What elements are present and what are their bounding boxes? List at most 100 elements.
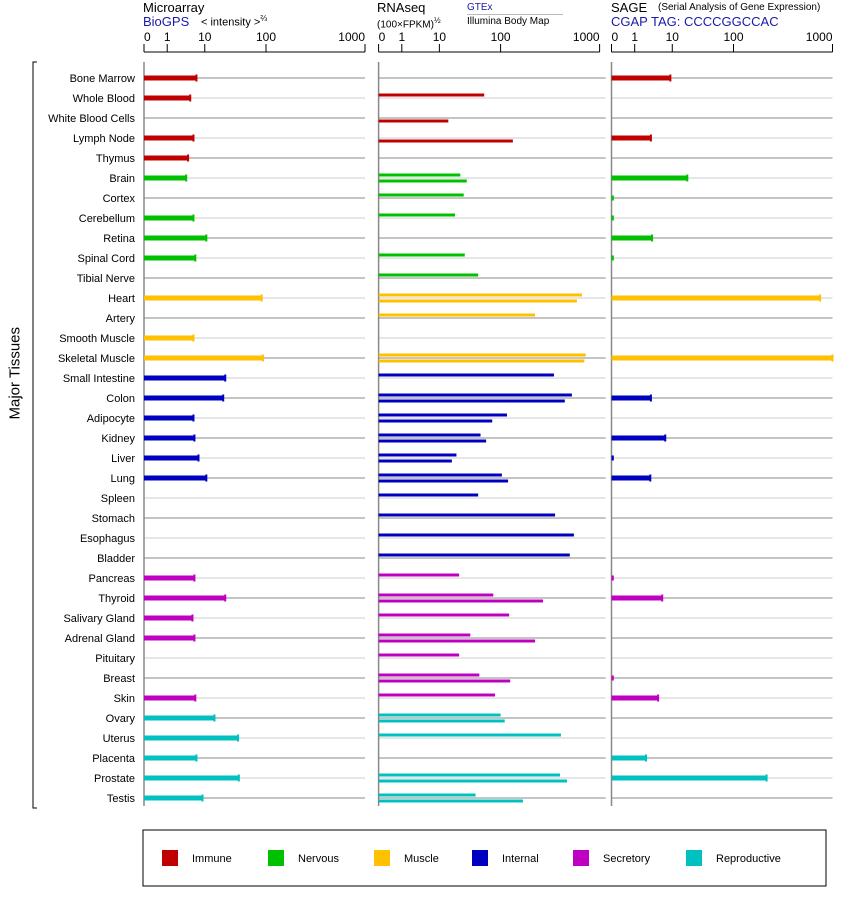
bar-cap — [192, 414, 195, 422]
bar — [144, 715, 215, 721]
rnaseq-unit: (100×FPKM)½ — [377, 16, 441, 30]
bar-cap — [224, 374, 227, 382]
bar — [144, 255, 196, 261]
bar — [144, 355, 263, 361]
gtex-source-link[interactable]: GTEx — [467, 2, 493, 13]
bar — [611, 435, 666, 441]
bar — [144, 795, 203, 801]
bar-cap — [193, 634, 196, 642]
bar-cap — [651, 234, 654, 242]
sage-tag-link[interactable]: CGAP TAG: CCCCGGCCAC — [611, 14, 779, 29]
legend-swatch — [268, 850, 284, 866]
bar — [378, 173, 461, 177]
bar-cap — [649, 394, 652, 402]
x-tick-label: 100 — [723, 30, 743, 44]
bar-cap — [187, 154, 190, 162]
bar-cap — [213, 714, 216, 722]
bar-cap — [222, 394, 225, 402]
legend-label: Reproductive — [716, 853, 781, 865]
tissue-label: Testis — [107, 793, 136, 805]
bar-cap — [661, 594, 664, 602]
x-tick-label: 1000 — [573, 30, 600, 44]
bar — [611, 215, 614, 221]
tissue-label: Breast — [103, 673, 135, 685]
bar-cap — [237, 774, 240, 782]
x-tick-label: 0 — [379, 30, 386, 44]
bar-cap — [819, 294, 822, 302]
legend-swatch — [472, 850, 488, 866]
tissue-label: Whole Blood — [73, 93, 135, 105]
bar — [144, 295, 262, 301]
bar — [378, 299, 577, 303]
bar-cap — [194, 694, 197, 702]
x-tick-label: 100 — [491, 30, 511, 44]
tissue-label: Spinal Cord — [78, 253, 135, 265]
x-tick-label: 10 — [666, 30, 680, 44]
bar — [378, 553, 570, 557]
legend-label: Secretory — [603, 853, 651, 865]
tissue-label: Ovary — [106, 713, 136, 725]
bar — [378, 453, 457, 457]
bar — [378, 593, 494, 597]
tissue-label: Stomach — [92, 513, 135, 525]
bar — [378, 273, 479, 277]
tissue-label: Small Intestine — [63, 373, 135, 385]
tissue-label: Heart — [108, 293, 135, 305]
bar-cap — [224, 594, 227, 602]
bar — [378, 493, 479, 497]
bar-cap — [664, 434, 667, 442]
bar — [378, 393, 572, 397]
bar — [378, 779, 567, 783]
x-tick-label: 0 — [612, 30, 619, 44]
bar — [144, 575, 195, 581]
bar — [378, 599, 543, 603]
tissue-label: Adrenal Gland — [65, 633, 135, 645]
legend-label: Muscle — [404, 853, 439, 865]
bar — [378, 693, 495, 697]
x-tick-label: 1 — [631, 30, 638, 44]
bar — [611, 75, 671, 81]
bar-cap — [657, 694, 660, 702]
tissue-label: Prostate — [94, 773, 135, 785]
tissue-label: Skin — [114, 693, 135, 705]
rnaseq-unit-text: (100×FPKM) — [377, 19, 434, 31]
microarray-unit-text: < intensity > — [201, 16, 261, 29]
bar — [611, 695, 659, 701]
bar-cap — [649, 134, 652, 142]
bar — [611, 575, 614, 581]
bar — [144, 375, 226, 381]
bar-cap — [191, 614, 194, 622]
bar-cap — [649, 474, 652, 482]
x-tick-label: 0 — [144, 30, 151, 44]
bar-cap — [192, 134, 195, 142]
bar — [378, 193, 464, 197]
bar — [144, 95, 191, 101]
bar-cap — [193, 574, 196, 582]
bar — [611, 235, 653, 241]
legend-swatch — [162, 850, 178, 866]
bar — [611, 195, 614, 201]
microarray-source-link[interactable]: BioGPS — [143, 14, 190, 29]
tissue-label: Uterus — [103, 733, 136, 745]
bar — [611, 175, 688, 181]
tissue-label: Lung — [111, 473, 135, 485]
bar — [378, 119, 449, 123]
x-tick-label: 1 — [398, 30, 405, 44]
bar-cap — [645, 754, 648, 762]
bar — [144, 175, 187, 181]
bar-cap — [205, 474, 208, 482]
x-tick-label: 100 — [256, 30, 276, 44]
bar — [378, 613, 510, 617]
tissue-label: Brain — [109, 173, 135, 185]
bar — [378, 459, 452, 463]
bar-cap — [260, 294, 263, 302]
bar-cap — [192, 214, 195, 222]
legend-swatch — [573, 850, 589, 866]
bar — [144, 135, 194, 141]
bar — [378, 373, 554, 377]
bar — [378, 213, 456, 217]
bar — [378, 139, 513, 143]
bar — [378, 679, 511, 683]
